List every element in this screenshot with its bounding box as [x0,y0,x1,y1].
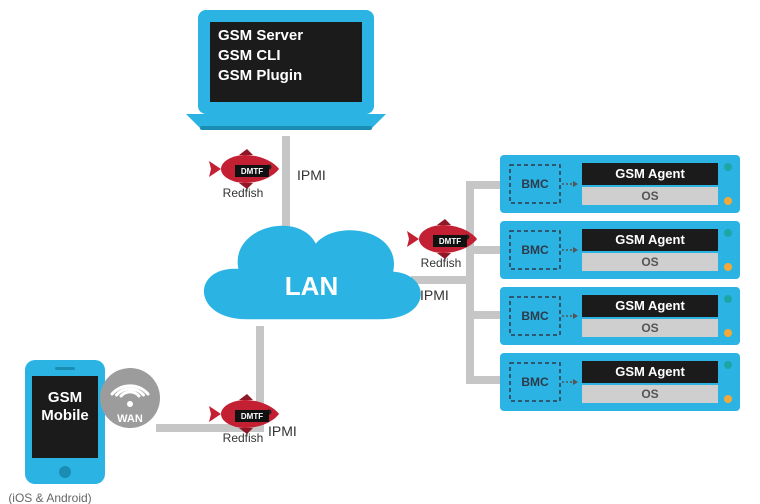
ipmi-label-2: IPMI [420,287,449,303]
server-unit-3: BMC GSM Agent OS [500,353,740,411]
server-unit-2: BMC GSM Agent OS [500,287,740,345]
laptop-line-0: GSM Server [218,27,303,44]
svg-text:DMTF: DMTF [241,412,263,421]
os-label: OS [641,387,658,401]
phone-caption: (iOS & Android) [8,491,91,504]
agent-label: GSM Agent [615,232,685,247]
os-label: OS [641,255,658,269]
svg-text:DMTF: DMTF [241,167,263,176]
bmc-label: BMC [521,375,549,389]
laptop-line-1: GSM CLI [218,47,281,64]
wan-badge: WAN [100,368,160,428]
phone-icon: GSMMobile (iOS & Android) [8,360,105,504]
server-unit-1: BMC GSM Agent OS [500,221,740,279]
os-label: OS [641,189,658,203]
redfish-label: Redfish [223,186,264,200]
agent-label: GSM Agent [615,298,685,313]
svg-text:WAN: WAN [117,413,143,425]
agent-label: GSM Agent [615,166,685,181]
os-label: OS [641,321,658,335]
bmc-label: BMC [521,177,549,191]
bmc-label: BMC [521,309,549,323]
redfish-logo: DMTF Redfish [209,149,279,200]
lan-label: LAN [285,271,338,301]
lan-cloud: LAN [204,226,421,319]
redfish-label: Redfish [223,431,264,445]
ipmi-label-1: IPMI [268,423,297,439]
laptop-icon: GSM Server GSM CLI GSM Plugin [186,10,386,130]
bmc-label: BMC [521,243,549,257]
server-unit-0: BMC GSM Agent OS [500,155,740,213]
svg-text:DMTF: DMTF [439,237,461,246]
svg-text:Mobile: Mobile [41,407,89,424]
redfish-label: Redfish [421,256,462,270]
agent-label: GSM Agent [615,364,685,379]
ipmi-label-0: IPMI [297,167,326,183]
laptop-line-2: GSM Plugin [218,67,302,84]
svg-text:GSM: GSM [48,389,82,406]
